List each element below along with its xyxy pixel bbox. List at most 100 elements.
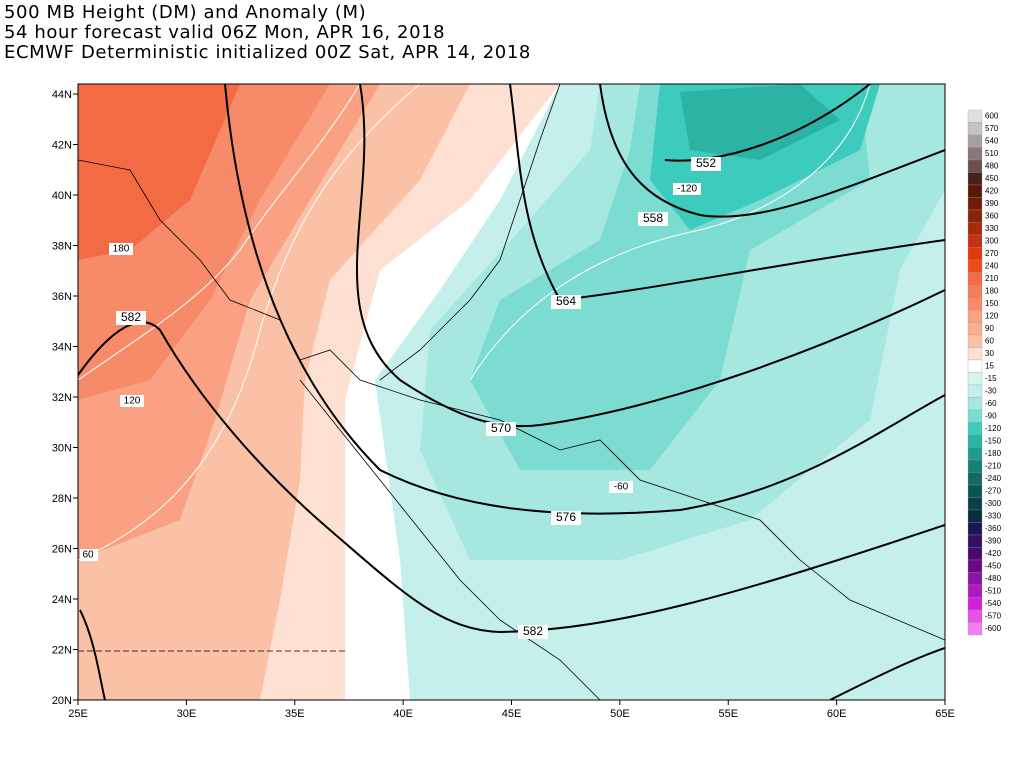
colorbar-swatch bbox=[967, 422, 983, 436]
height-labels: 552 558 564 570 576 582 582 bbox=[116, 156, 721, 639]
colorbar-label: 510 bbox=[985, 149, 999, 158]
colorbar-label: 540 bbox=[985, 136, 999, 145]
colorbar-label: 60 bbox=[985, 336, 994, 345]
colorbar-swatch bbox=[967, 597, 983, 611]
colorbar-swatch bbox=[967, 572, 983, 586]
lat-label: 30N bbox=[52, 443, 72, 455]
lat-label: 38N bbox=[52, 241, 72, 253]
map-field bbox=[78, 84, 945, 700]
colorbar-swatch bbox=[967, 584, 983, 598]
anomaly-label: -60 bbox=[614, 482, 629, 493]
colorbar-swatch bbox=[967, 622, 983, 636]
colorbar-swatch bbox=[967, 534, 983, 548]
anomaly-labels: -120 -60 180 120 60 bbox=[80, 183, 701, 561]
colorbar-label: 240 bbox=[985, 261, 999, 270]
lat-label: 28N bbox=[52, 493, 72, 505]
colorbar-label: -360 bbox=[985, 524, 1002, 533]
colorbar-swatch bbox=[967, 447, 983, 461]
lat-label: 34N bbox=[52, 342, 72, 354]
colorbar-swatch bbox=[967, 122, 983, 136]
lat-label: 42N bbox=[52, 140, 72, 152]
colorbar-label: -15 bbox=[985, 374, 997, 383]
colorbar-swatch bbox=[967, 247, 983, 261]
colorbar-swatch bbox=[967, 284, 983, 298]
colorbar-swatch bbox=[967, 522, 983, 536]
colorbar-label: -600 bbox=[985, 624, 1002, 633]
colorbar-swatch bbox=[967, 372, 983, 386]
lat-label: 32N bbox=[52, 392, 72, 404]
colorbar-label: 360 bbox=[985, 211, 999, 220]
colorbar-swatch bbox=[967, 184, 983, 198]
colorbar-label: -60 bbox=[985, 399, 997, 408]
colorbar-label: 15 bbox=[985, 361, 994, 370]
colorbar-label: -90 bbox=[985, 411, 997, 420]
colorbar-label: -570 bbox=[985, 611, 1002, 620]
colorbar-swatch bbox=[967, 209, 983, 223]
colorbar-label: 30 bbox=[985, 349, 994, 358]
colorbar-swatch bbox=[967, 334, 983, 348]
height-label: 576 bbox=[556, 510, 576, 524]
colorbar-swatch bbox=[967, 297, 983, 311]
colorbar-label: 150 bbox=[985, 299, 999, 308]
colorbar-label: -120 bbox=[985, 424, 1002, 433]
colorbar-swatch bbox=[967, 484, 983, 498]
colorbar-label: 180 bbox=[985, 286, 999, 295]
colorbar-label: 210 bbox=[985, 274, 999, 283]
height-label: 582 bbox=[523, 624, 543, 638]
colorbar-swatch bbox=[967, 434, 983, 448]
colorbar-label: 600 bbox=[985, 111, 999, 120]
colorbar-swatch bbox=[967, 197, 983, 211]
axis-labels: 44N 42N 40N 38N 36N 34N 32N 30N 28N 26N 24N 22N 20N2… bbox=[52, 89, 955, 720]
colorbar-swatch bbox=[967, 259, 983, 273]
height-label: 564 bbox=[556, 294, 576, 308]
colorbar-label: -330 bbox=[985, 511, 1002, 520]
anomaly-label: 180 bbox=[113, 244, 130, 255]
title-line: 500 MB Height (DM) and Anomaly (M) bbox=[4, 2, 366, 23]
lon-label: 45E bbox=[502, 708, 522, 720]
lat-label: 22N bbox=[52, 645, 72, 657]
colorbar-swatch bbox=[967, 497, 983, 511]
colorbar-label: -450 bbox=[985, 561, 1002, 570]
colorbar-swatch bbox=[967, 272, 983, 286]
colorbar-swatch bbox=[967, 147, 983, 161]
colorbar-label: -300 bbox=[985, 499, 1002, 508]
colorbar-swatch bbox=[967, 397, 983, 411]
colorbar-label: 420 bbox=[985, 186, 999, 195]
colorbar-swatch bbox=[967, 322, 983, 336]
colorbar-swatch bbox=[967, 222, 983, 236]
colorbar-swatch bbox=[967, 609, 983, 623]
anomaly-label: -120 bbox=[677, 184, 697, 195]
lat-label: 40N bbox=[52, 190, 72, 202]
colorbar-swatch bbox=[967, 309, 983, 323]
lat-label: 44N bbox=[52, 89, 72, 101]
colorbar-label: -240 bbox=[985, 474, 1002, 483]
colorbar-label: -270 bbox=[985, 486, 1002, 495]
lon-label: 65E bbox=[935, 708, 955, 720]
height-label: 558 bbox=[643, 211, 663, 225]
lat-label: 26N bbox=[52, 544, 72, 556]
colorbar-swatch bbox=[967, 134, 983, 148]
colorbar-swatch bbox=[967, 559, 983, 573]
colorbar-swatch bbox=[967, 547, 983, 561]
colorbar-label: 90 bbox=[985, 324, 994, 333]
colorbar-swatch bbox=[967, 172, 983, 186]
colorbar-swatch bbox=[967, 359, 983, 373]
colorbar-label: -420 bbox=[985, 549, 1002, 558]
colorbar-label: -510 bbox=[985, 586, 1002, 595]
colorbar-label: 270 bbox=[985, 249, 999, 258]
lon-label: 25E bbox=[68, 708, 88, 720]
colorbar-label: 120 bbox=[985, 311, 999, 320]
colorbar-label: 330 bbox=[985, 224, 999, 233]
colorbar-label: -540 bbox=[985, 599, 1002, 608]
colorbar-label: 300 bbox=[985, 236, 999, 245]
lat-label: 20N bbox=[52, 695, 72, 707]
lat-label: 36N bbox=[52, 291, 72, 303]
lon-label: 40E bbox=[393, 708, 413, 720]
colorbar-label: -180 bbox=[985, 449, 1002, 458]
anomaly-label: 60 bbox=[82, 550, 94, 561]
lon-label: 30E bbox=[177, 708, 197, 720]
title-line: 54 hour forecast valid 06Z Mon, APR 16, … bbox=[4, 22, 445, 43]
colorbar-swatch bbox=[967, 384, 983, 398]
colorbar-swatch bbox=[967, 472, 983, 486]
